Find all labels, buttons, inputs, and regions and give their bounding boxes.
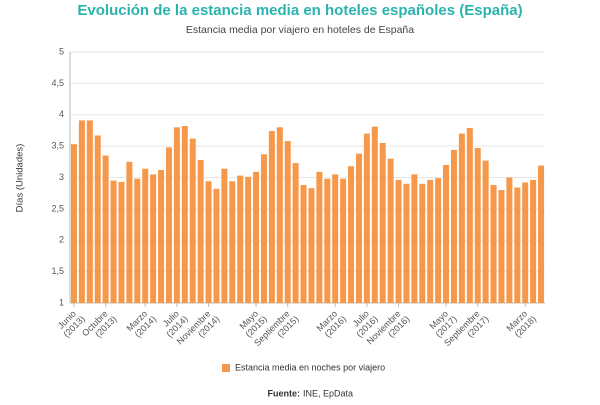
y-tick-label: 4 (59, 109, 64, 119)
bar (443, 164, 450, 303)
bar (355, 153, 362, 303)
bar (332, 174, 339, 303)
y-tick-label: 2 (59, 235, 64, 245)
bar (300, 185, 307, 303)
bar (435, 178, 442, 303)
bar (522, 182, 529, 303)
bar (340, 178, 347, 303)
bar (102, 155, 109, 303)
y-tick-label: 2,5 (51, 203, 64, 213)
y-tick-label: 1 (59, 297, 64, 307)
bar (490, 185, 497, 303)
bar (403, 183, 410, 303)
y-tick-label: 3,5 (51, 141, 64, 151)
x-tick-label: Octubre (2013) (80, 307, 119, 346)
bar (498, 190, 505, 303)
bar (474, 148, 481, 303)
y-tick-label: 5 (59, 46, 64, 56)
bar (150, 174, 157, 303)
bar (348, 166, 355, 303)
bar (268, 131, 275, 303)
bar (387, 158, 394, 303)
bar (237, 175, 244, 303)
bar (94, 135, 101, 303)
bar (316, 171, 323, 303)
bar (86, 120, 93, 304)
bar (284, 141, 291, 303)
bar (276, 127, 283, 303)
bar (118, 181, 125, 303)
x-tick-label: Marzo (2014) (125, 307, 159, 341)
bar (371, 126, 378, 303)
bar (142, 168, 149, 303)
bar (245, 176, 252, 303)
y-tick-label: 4,5 (51, 78, 64, 88)
bar (450, 149, 457, 303)
bar (530, 180, 537, 303)
bar (181, 126, 188, 303)
legend-label: Estancia media en noches por viajero (235, 362, 385, 372)
bar (221, 168, 228, 303)
bar (189, 138, 196, 303)
bar (466, 127, 473, 304)
bar (134, 178, 141, 303)
bar (213, 188, 220, 303)
bar (379, 142, 386, 303)
bar (427, 180, 434, 303)
bar (260, 154, 267, 303)
chart-subtitle: Estancia media por viajero en hoteles de… (186, 24, 414, 36)
bar (538, 165, 545, 303)
bar (253, 171, 260, 303)
chart-title: Evolución de la estancia media en hotele… (77, 2, 522, 19)
bar (158, 169, 165, 303)
y-axis-title: Días (Unidades) (15, 144, 26, 213)
bar (78, 120, 85, 304)
bar (419, 183, 426, 303)
bar (205, 181, 212, 303)
source: INE, EpData (303, 388, 353, 398)
y-tick-label: 3 (59, 172, 64, 182)
bar (110, 180, 117, 303)
bar (363, 133, 370, 303)
bar (324, 178, 331, 303)
bar (482, 160, 489, 303)
source-label: Fuente: (268, 388, 301, 398)
bar (308, 188, 315, 303)
bar (506, 177, 513, 303)
bar (514, 187, 521, 303)
bar (126, 161, 133, 303)
bar (70, 144, 77, 303)
bar (229, 181, 236, 303)
bar (197, 159, 204, 303)
bar (458, 133, 465, 303)
bar (173, 127, 180, 303)
x-tick-label: Marzo (2016) (315, 307, 349, 341)
bar (292, 163, 299, 303)
y-tick-label: 1,5 (51, 266, 64, 276)
bar (165, 147, 172, 303)
bar (411, 174, 418, 303)
legend-swatch (222, 364, 230, 372)
x-tick-label: Marzo (2018) (505, 307, 539, 341)
bar (395, 180, 402, 303)
